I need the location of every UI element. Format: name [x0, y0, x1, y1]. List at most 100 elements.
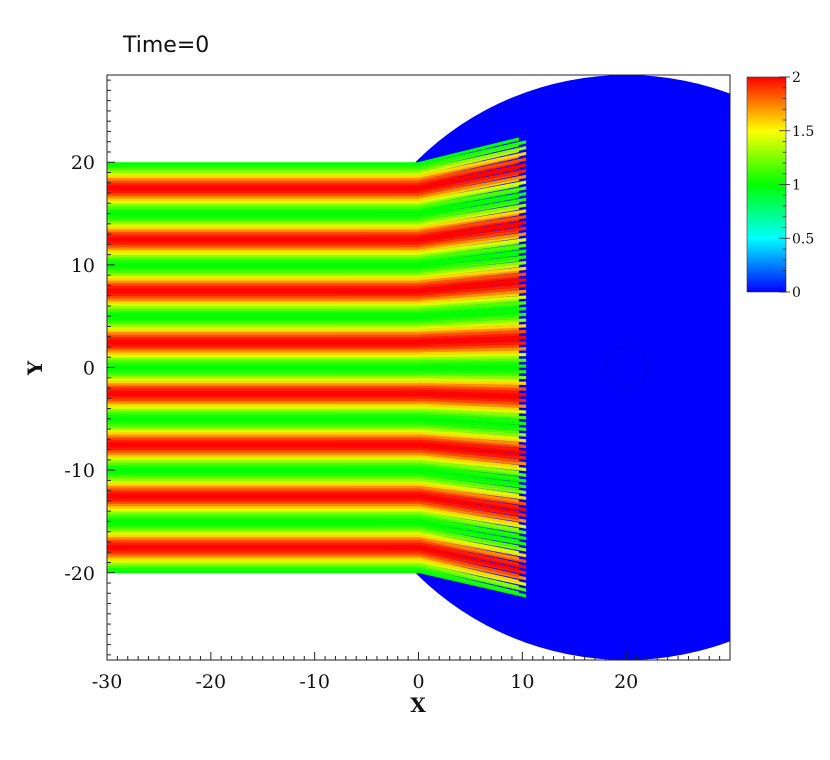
band-cell — [107, 536, 419, 540]
band-cell — [107, 457, 419, 461]
band-cell — [418, 416, 527, 426]
band-cell — [418, 380, 527, 385]
band-cell — [418, 459, 519, 475]
band-cell — [107, 462, 419, 466]
band-cell — [107, 193, 419, 196]
band-cell — [418, 324, 527, 332]
band-cell — [107, 234, 419, 238]
band-cell — [107, 203, 419, 207]
band-cell — [418, 531, 519, 555]
band-cell — [418, 398, 519, 406]
band-cell — [107, 408, 419, 412]
band-cell — [418, 374, 527, 380]
band-cell — [107, 493, 419, 497]
band-cell — [107, 547, 419, 551]
band-cell — [107, 565, 419, 569]
band-cell — [107, 382, 419, 386]
colorbar-tick-label: 0.5 — [792, 231, 814, 247]
band-cell — [418, 312, 527, 322]
band-cell — [418, 421, 527, 431]
band-cell — [107, 216, 419, 220]
band-cell — [107, 228, 419, 232]
band-cell — [418, 232, 527, 250]
band-cell — [107, 465, 419, 468]
band-cell — [418, 226, 527, 245]
band-cell — [418, 559, 527, 587]
band-cell — [107, 367, 419, 371]
band-cell — [107, 313, 419, 317]
band-cell — [107, 426, 419, 430]
colorbar-tick-label: 2 — [792, 70, 801, 86]
band-cell — [418, 137, 519, 166]
band-cell — [418, 329, 527, 337]
band-cell — [107, 429, 419, 433]
band-cell — [107, 249, 419, 253]
band-cell — [107, 295, 419, 299]
band-cell — [418, 516, 519, 538]
band-cell — [107, 275, 419, 279]
band-cell — [418, 526, 519, 549]
band-cell — [418, 472, 527, 489]
band-cell — [418, 369, 527, 374]
band-cell — [107, 482, 419, 486]
band-cell — [418, 536, 519, 561]
band-cell — [107, 354, 419, 358]
band-cell — [107, 554, 419, 558]
band-cell — [107, 444, 419, 448]
band-cell — [107, 362, 419, 366]
band-cell — [107, 372, 419, 376]
band-cell — [418, 480, 519, 498]
band-field — [107, 137, 527, 598]
band-cell — [107, 506, 419, 510]
band-cell — [107, 541, 419, 545]
band-cell — [107, 570, 419, 574]
band-cell — [107, 552, 419, 556]
band-cell — [107, 531, 419, 535]
band-cell — [107, 475, 419, 479]
band-cell — [418, 431, 527, 443]
band-cell — [418, 482, 527, 500]
band-cell — [107, 241, 419, 245]
band-cell — [418, 186, 527, 209]
band-cell — [418, 278, 527, 291]
band-cell — [418, 518, 527, 541]
band-cell — [107, 272, 419, 276]
band-cell — [107, 185, 419, 189]
band-cell — [418, 513, 527, 535]
x-tick-label: -20 — [196, 671, 227, 693]
band-cell — [418, 539, 527, 564]
y-tick-label: -10 — [64, 460, 95, 482]
band-cell — [418, 523, 527, 546]
band-cell — [418, 446, 527, 460]
band-cell — [418, 428, 519, 440]
band-cell — [418, 335, 527, 343]
band-cell — [107, 411, 419, 415]
band-cell — [418, 352, 527, 358]
band-cell — [107, 364, 419, 368]
band-cell — [107, 472, 419, 476]
band-cell — [418, 341, 527, 348]
band-cell — [107, 195, 419, 199]
band-cell — [418, 214, 527, 235]
band-cell — [107, 280, 419, 284]
band-cell — [107, 416, 419, 420]
band-cell — [107, 559, 419, 563]
band-cell — [107, 346, 419, 350]
band-cell — [107, 511, 419, 515]
band-cell — [107, 498, 419, 502]
band-cell — [107, 359, 419, 363]
band-cell — [418, 544, 527, 569]
band-cell — [418, 400, 527, 408]
band-cell — [107, 336, 419, 340]
band-cell — [107, 244, 419, 248]
band-cell — [107, 226, 419, 230]
band-cell — [107, 287, 419, 291]
band-cell — [418, 347, 527, 353]
y-tick-label: -20 — [64, 563, 95, 585]
band-cell — [418, 551, 519, 578]
band-cell — [107, 436, 419, 440]
band-cell — [107, 385, 419, 389]
band-cell — [107, 503, 419, 507]
band-cell — [418, 487, 527, 506]
